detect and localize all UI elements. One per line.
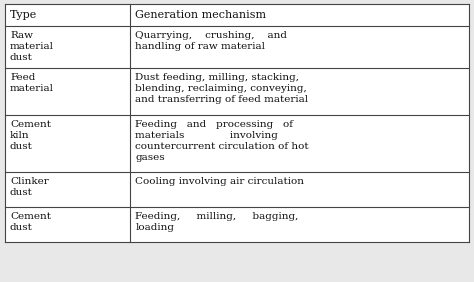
Text: Generation mechanism: Generation mechanism: [135, 10, 266, 20]
Text: Quarrying,    crushing,    and
handling of raw material: Quarrying, crushing, and handling of raw…: [135, 31, 287, 51]
Text: Feeding   and   processing   of
materials              involving
countercurrent : Feeding and processing of materials invo…: [135, 120, 309, 162]
Text: Feeding,     milling,     bagging,
loading: Feeding, milling, bagging, loading: [135, 212, 299, 232]
Text: Cooling involving air circulation: Cooling involving air circulation: [135, 177, 304, 186]
Text: Raw
material
dust: Raw material dust: [10, 31, 54, 62]
Text: Cement
kiln
dust: Cement kiln dust: [10, 120, 51, 151]
Text: Dust feeding, milling, stacking,
blending, reclaiming, conveying,
and transferri: Dust feeding, milling, stacking, blendin…: [135, 73, 309, 104]
Text: Cement
dust: Cement dust: [10, 212, 51, 232]
Bar: [5, 4, 469, 242]
Text: Clinker
dust: Clinker dust: [10, 177, 49, 197]
Text: Feed
material: Feed material: [10, 73, 54, 93]
Text: Type: Type: [10, 10, 37, 20]
